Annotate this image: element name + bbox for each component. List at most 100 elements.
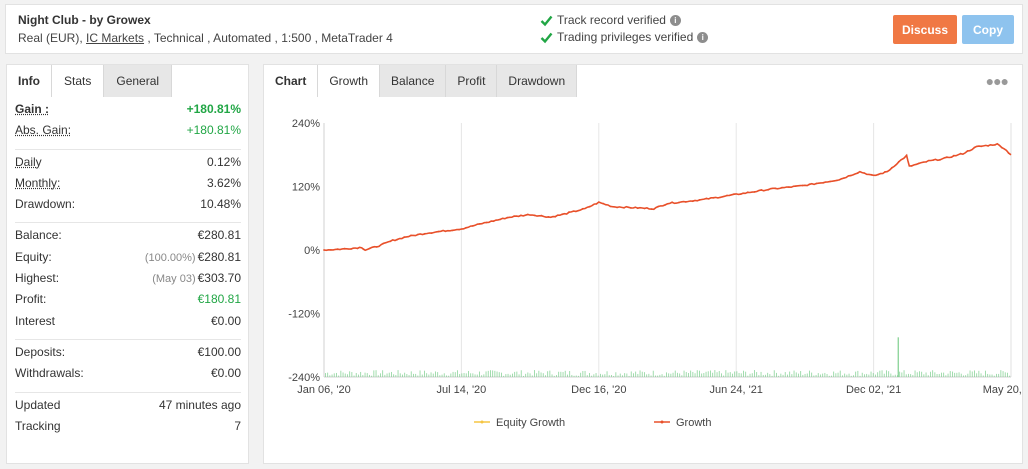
info-icon[interactable]: i	[697, 31, 709, 43]
growth-point	[946, 156, 948, 159]
x-tick-label: Dec 02, '21	[846, 384, 901, 396]
volume-bar	[718, 371, 720, 377]
volume-bar	[947, 373, 949, 377]
volume-bar	[472, 373, 474, 377]
stat-drawdown: Drawdown: 10.48%	[15, 197, 241, 218]
volume-bar	[912, 375, 914, 377]
check-icon	[540, 15, 553, 26]
volume-bar	[914, 370, 916, 377]
volume-bar	[536, 373, 538, 377]
volume-bar	[927, 375, 929, 377]
volume-bar	[971, 371, 973, 377]
growth-point	[829, 180, 831, 183]
volume-bar	[853, 375, 854, 377]
tab-balance[interactable]: Balance	[380, 65, 447, 97]
tab-info[interactable]: Info	[7, 65, 52, 97]
volume-bar	[1002, 371, 1004, 377]
volume-bar	[699, 370, 700, 377]
volume-bar	[562, 372, 564, 377]
tab-profit[interactable]: Profit	[446, 65, 498, 97]
stat-interest: Interest €0.00	[15, 314, 241, 335]
volume-bar	[490, 370, 491, 377]
discuss-button[interactable]: Discuss	[893, 15, 957, 44]
stat-abs-gain: Abs. Gain: +180.81%	[15, 123, 241, 144]
system-header: Night Club - by Growex Real (EUR), IC Ma…	[5, 4, 1023, 54]
info-icon[interactable]: i	[669, 14, 681, 26]
volume-bar	[969, 370, 971, 377]
volume-bar	[956, 372, 958, 377]
growth-point	[362, 248, 365, 251]
more-options-icon[interactable]: ●●●	[985, 73, 1009, 89]
volume-bar	[866, 373, 868, 377]
growth-point	[350, 248, 352, 250]
volume-bar	[958, 372, 960, 377]
volume-bar	[804, 373, 806, 377]
volume-bar	[540, 372, 542, 377]
stat-value: 3.62%	[206, 175, 241, 190]
growth-point	[678, 201, 680, 204]
growth-line	[323, 142, 1012, 252]
volume-bar	[344, 373, 346, 377]
growth-point	[801, 184, 804, 187]
growth-point	[684, 201, 687, 203]
volume-bar	[989, 374, 991, 377]
growth-point	[863, 172, 866, 174]
volume-bar	[1007, 372, 1008, 377]
growth-point	[733, 193, 735, 196]
volume-bar	[366, 373, 368, 377]
volume-bar	[795, 372, 797, 377]
x-axis-labels: Jan 06, '20 Jul 14, '20 Dec 16, '20 Jun 24,…	[297, 384, 1022, 396]
stat-label[interactable]: Abs. Gain:	[15, 123, 72, 138]
growth-point	[856, 172, 859, 174]
volume-bar	[663, 375, 665, 377]
tab-stats[interactable]: Stats	[52, 65, 105, 97]
volume-bar	[659, 374, 661, 377]
stat-label[interactable]: Gain :	[15, 102, 50, 116]
volume-bar	[386, 373, 388, 377]
volume-bar	[1004, 372, 1006, 377]
volume-bars	[325, 337, 1011, 377]
tab-general[interactable]: General	[104, 65, 173, 97]
stat-label[interactable]: Daily	[15, 154, 42, 169]
trading-privileges-verified: Trading privileges verified i	[540, 30, 709, 44]
chart-legend: Equity Growth Growth	[474, 417, 711, 429]
growth-point	[602, 202, 605, 205]
volume-bar	[593, 374, 595, 377]
growth-point	[568, 211, 570, 214]
volume-bar	[870, 371, 872, 377]
tab-chart[interactable]: Chart	[264, 65, 319, 97]
growth-point	[1007, 152, 1010, 154]
growth-point	[356, 247, 359, 250]
volume-bar	[595, 373, 597, 377]
volume-bar	[397, 370, 399, 377]
volume-bar	[468, 370, 469, 377]
volume-bar	[575, 375, 577, 377]
volume-bar	[694, 373, 696, 377]
stat-label: Deposits:	[15, 344, 66, 359]
growth-point	[932, 159, 934, 161]
volume-bar	[672, 372, 674, 377]
volume-bar	[384, 374, 386, 377]
chart-panel: Chart Growth Balance Profit Drawdown ●●●…	[263, 64, 1023, 464]
volume-bar	[648, 373, 650, 377]
volume-bar	[738, 372, 740, 377]
volume-bar	[380, 373, 381, 377]
stat-label[interactable]: Monthly:	[15, 175, 61, 190]
volume-bar	[470, 373, 472, 377]
volume-bar	[485, 371, 487, 377]
tab-growth[interactable]: Growth	[318, 65, 381, 97]
volume-bar	[584, 370, 586, 377]
volume-bar	[685, 372, 687, 377]
system-details: , Technical , Automated , 1:500 , MetaTr…	[144, 31, 393, 45]
volume-bar	[688, 373, 689, 377]
copy-button[interactable]: Copy	[962, 15, 1014, 44]
growth-point	[877, 173, 880, 176]
check-icon	[540, 32, 553, 43]
growth-point	[588, 205, 591, 208]
volume-bar	[782, 374, 784, 377]
growth-point	[891, 166, 893, 169]
volume-bar	[428, 374, 430, 377]
volume-bar	[784, 372, 786, 377]
broker-link[interactable]: IC Markets	[86, 31, 145, 45]
tab-drawdown[interactable]: Drawdown	[497, 65, 578, 97]
